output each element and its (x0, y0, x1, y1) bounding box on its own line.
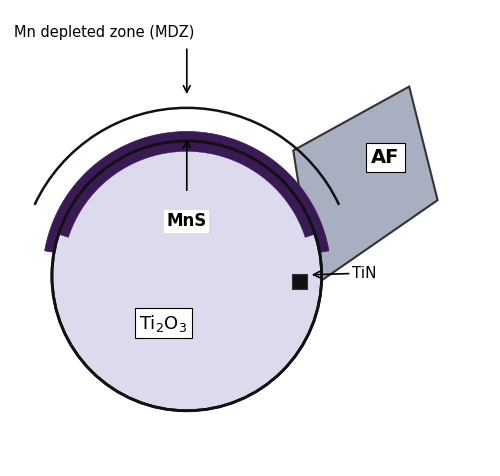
Text: AF: AF (372, 148, 400, 167)
Text: TiN: TiN (352, 266, 377, 281)
Polygon shape (44, 131, 329, 253)
Circle shape (52, 141, 322, 411)
Text: Mn depleted zone (MDZ): Mn depleted zone (MDZ) (14, 25, 194, 40)
Polygon shape (294, 87, 438, 285)
Bar (292, 275, 307, 288)
Polygon shape (57, 139, 316, 238)
Text: MnS: MnS (166, 212, 207, 230)
Text: Ti$_2$O$_3$: Ti$_2$O$_3$ (139, 313, 187, 334)
